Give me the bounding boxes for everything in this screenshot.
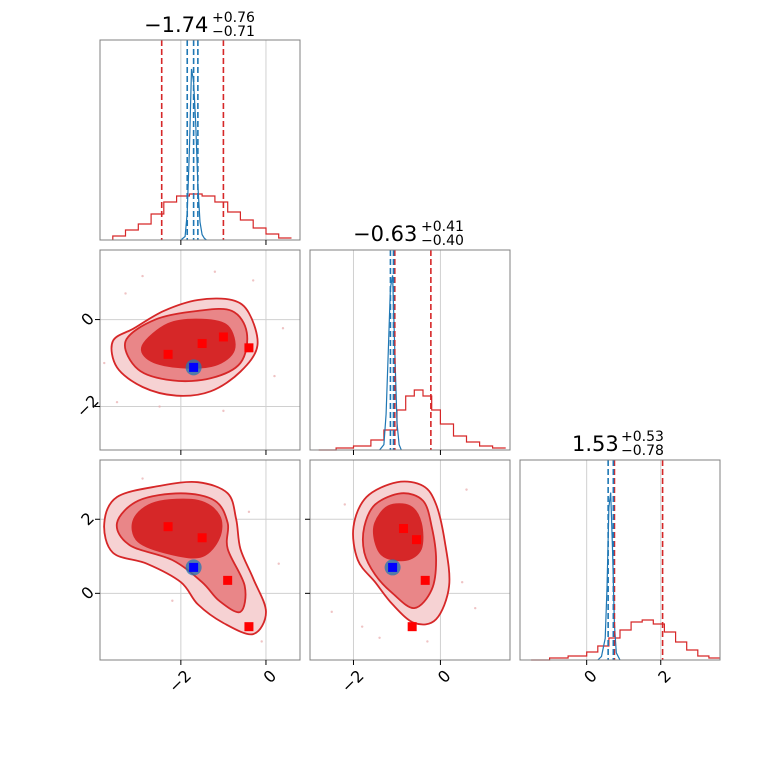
scatter-point	[474, 606, 477, 610]
x-tick-label: −2	[338, 666, 368, 696]
red-square-marker	[197, 533, 207, 543]
x-tick-label: 2	[654, 666, 675, 687]
title-p0-sub: −0.71	[212, 24, 255, 40]
scatter-point	[158, 405, 161, 408]
scatter-point	[426, 640, 429, 643]
title-p0-main: −1.74	[144, 13, 208, 37]
title-p1: −0.63 +0.41 −0.40	[353, 219, 464, 249]
scatter-point	[330, 610, 333, 614]
marginal-panel-p0	[99, 39, 301, 245]
scatter-point	[115, 400, 119, 404]
blue-square-marker	[189, 562, 199, 572]
title-p1-sup: +0.41	[421, 219, 464, 235]
red-histogram	[318, 389, 506, 451]
scatter-point	[277, 562, 280, 565]
red-histogram	[531, 619, 720, 661]
joint-panel-p0-p2	[95, 459, 301, 665]
x-tick-label: 0	[580, 666, 601, 687]
title-p2-sup: +0.53	[621, 429, 664, 445]
y-tick-label: −2	[73, 391, 103, 421]
scatter-point	[247, 510, 251, 514]
red-square-marker	[223, 575, 233, 585]
red-square-marker	[398, 524, 408, 534]
joint-panel-p1-p2	[305, 459, 511, 665]
scatter-point	[460, 581, 464, 584]
contour-inner	[372, 503, 424, 562]
scatter-point	[343, 503, 346, 506]
scatter-point	[378, 636, 381, 639]
red-square-marker	[163, 349, 173, 359]
scatter-point	[360, 625, 364, 628]
red-square-marker	[412, 535, 422, 545]
red-square-marker	[244, 622, 254, 632]
x-tick-label: 0	[259, 666, 280, 687]
panel-frame	[309, 249, 511, 451]
title-p1-sub: −0.40	[421, 233, 464, 249]
title-p0-sup: +0.76	[212, 10, 255, 26]
panel-frame	[99, 249, 301, 451]
scatter-point	[141, 477, 144, 480]
red-square-marker	[197, 338, 207, 348]
scatter-point	[103, 361, 106, 365]
scatter-point	[213, 270, 217, 273]
red-histogram	[112, 193, 292, 240]
title-p2-main: 1.53	[572, 432, 619, 456]
marginal-panel-p2	[519, 459, 721, 665]
title-p2-sub: −0.78	[621, 443, 664, 459]
panel-frame	[309, 459, 511, 661]
y-tick-label: 2	[77, 509, 98, 530]
y-tick-label: 0	[77, 309, 98, 330]
scatter-point	[465, 488, 468, 491]
blue-square-marker	[189, 362, 199, 372]
red-square-marker	[420, 575, 430, 585]
scatter-point	[281, 327, 285, 330]
red-square-marker	[244, 343, 254, 353]
red-square-marker	[163, 522, 173, 532]
y-tick-label: 0	[77, 583, 98, 604]
blue-histogram	[597, 492, 621, 661]
scatter-point	[251, 279, 255, 282]
title-p1-main: −0.63	[353, 222, 417, 246]
marginal-panel-p1	[309, 249, 511, 455]
blue-square-marker	[388, 562, 398, 572]
panel-frame	[99, 39, 301, 241]
title-p2: 1.53 +0.53 −0.78	[572, 429, 664, 459]
scatter-point	[260, 640, 263, 643]
title-p0: −1.74 +0.76 −0.71	[144, 10, 255, 40]
blue-histogram	[379, 275, 402, 451]
x-tick-label: 0	[434, 666, 455, 687]
joint-panel-p0-p1	[95, 249, 301, 455]
scatter-point	[141, 274, 144, 278]
contour-inner	[131, 498, 223, 559]
red-square-marker	[218, 332, 228, 342]
scatter-point	[171, 599, 174, 602]
scatter-point	[273, 374, 276, 378]
x-tick-label: −2	[165, 666, 195, 696]
scatter-point	[124, 292, 127, 295]
red-square-marker	[407, 622, 417, 632]
panel-frame	[99, 459, 301, 661]
panel-frame	[519, 459, 721, 661]
scatter-point	[222, 409, 225, 413]
